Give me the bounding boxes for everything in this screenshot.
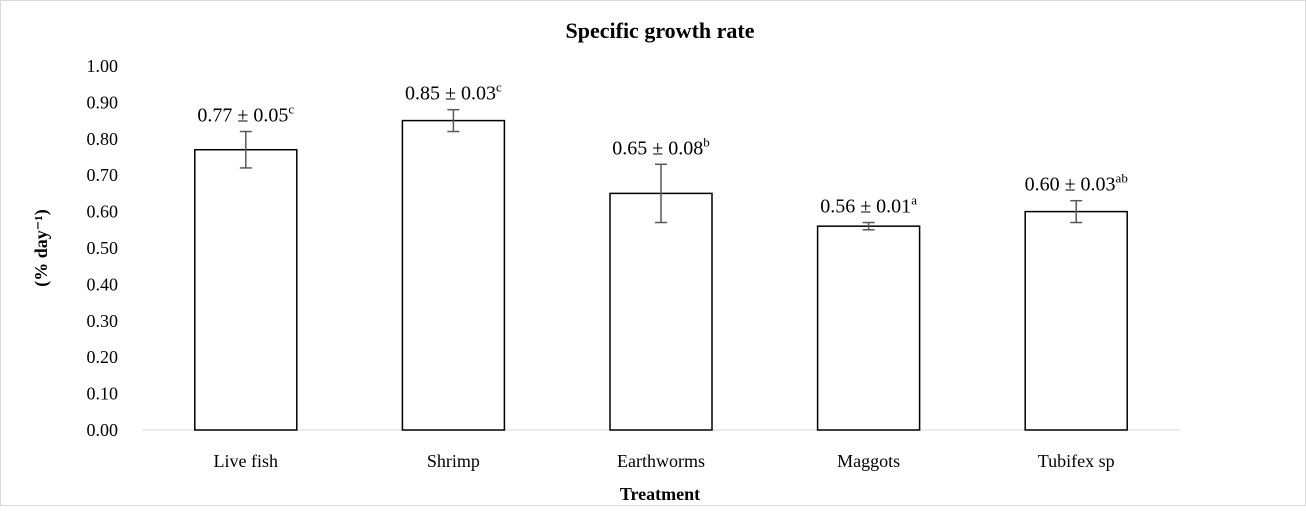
data-label-significance: c [288,102,294,117]
bar-4 [1024,210,1128,431]
y-tick-label: 0.90 [87,92,119,112]
data-label-value: 0.77 ± 0.05 [197,105,288,127]
bar-0 [194,148,298,431]
data-label-significance: ab [1116,171,1128,186]
y-tick-label: 0.60 [87,202,119,222]
y-tick-label: 0.70 [87,165,119,185]
y-tick-label: 1.00 [87,56,119,76]
y-tick-label: 0.80 [87,129,119,149]
x-axis-title: Treatment [620,484,700,504]
x-tick-label: Maggots [837,451,900,471]
data-label-significance: a [911,193,917,208]
y-tick-label: 0.50 [87,238,119,258]
data-label-value: 0.65 ± 0.08 [612,137,703,159]
y-tick-label: 0.40 [87,274,119,294]
data-label-value: 0.56 ± 0.01 [820,196,911,218]
x-tick-label: Tubifex sp [1038,451,1115,471]
y-tick-label: 0.30 [87,311,119,331]
data-label-significance: c [496,80,502,95]
bar-2 [609,192,713,431]
data-label-value: 0.60 ± 0.03 [1025,174,1116,196]
x-tick-label: Earthworms [617,451,705,471]
x-tick-label: Live fish [214,451,279,471]
bar-1 [401,119,506,431]
y-axis-title: (% day⁻¹) [31,209,52,286]
chart-title: Specific growth rate [566,18,755,43]
data-label-1: 0.85 ± 0.03c [405,80,502,105]
x-tick-label: Shrimp [427,451,480,471]
data-label-3: 0.56 ± 0.01a [820,193,917,218]
data-label-4: 0.60 ± 0.03ab [1025,171,1128,196]
y-tick-label: 0.20 [87,347,119,367]
data-label-value: 0.85 ± 0.03 [405,83,496,105]
data-label-0: 0.77 ± 0.05c [197,102,294,127]
y-tick-label: 0.00 [87,420,119,440]
bar-3 [816,225,921,431]
data-label-significance: b [703,134,710,149]
y-tick-label: 0.10 [87,384,119,404]
data-label-2: 0.65 ± 0.08b [612,134,709,159]
